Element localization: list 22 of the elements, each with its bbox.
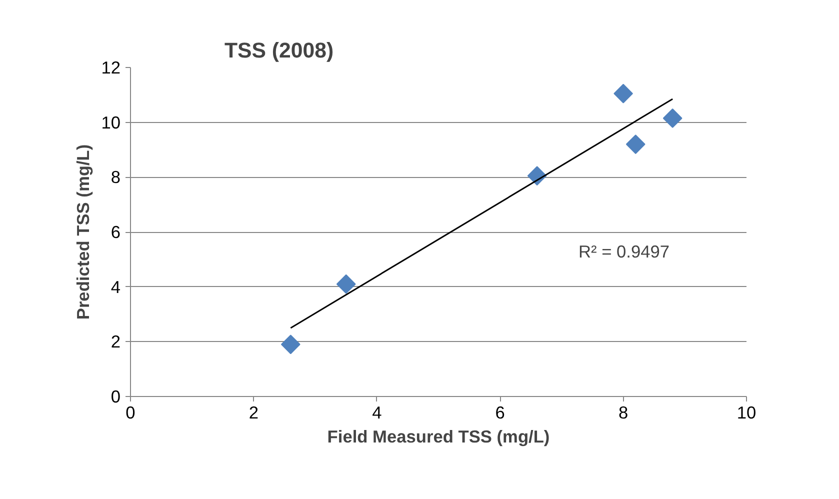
y-tick-label: 4 bbox=[110, 276, 121, 297]
x-tick-label: 4 bbox=[372, 402, 382, 422]
x-axis-title: Field Measured TSS (mg/L) bbox=[327, 426, 550, 446]
y-tick-label: 2 bbox=[110, 332, 121, 352]
x-tick-label: 6 bbox=[495, 402, 505, 422]
y-tick-label: 10 bbox=[101, 112, 121, 132]
chart-title: TSS (2008) bbox=[224, 38, 334, 62]
point bbox=[336, 274, 356, 294]
x-tick-label: 10 bbox=[736, 402, 756, 422]
point bbox=[614, 84, 633, 104]
point bbox=[662, 108, 682, 128]
y-tick-label: 8 bbox=[110, 167, 121, 188]
annotation: R² = 0.9497 bbox=[578, 242, 670, 262]
y-tick-label: 12 bbox=[101, 58, 121, 78]
point bbox=[280, 334, 300, 354]
x-tick-label: 8 bbox=[618, 402, 628, 422]
y-axis-title: Predicted TSS (mg/L) bbox=[73, 144, 94, 320]
point bbox=[626, 134, 646, 154]
y-tick-label: 0 bbox=[110, 386, 121, 406]
y-tick-label: 6 bbox=[110, 222, 121, 242]
x-tick-label: 0 bbox=[126, 402, 136, 422]
x-tick-label: 2 bbox=[248, 402, 259, 422]
